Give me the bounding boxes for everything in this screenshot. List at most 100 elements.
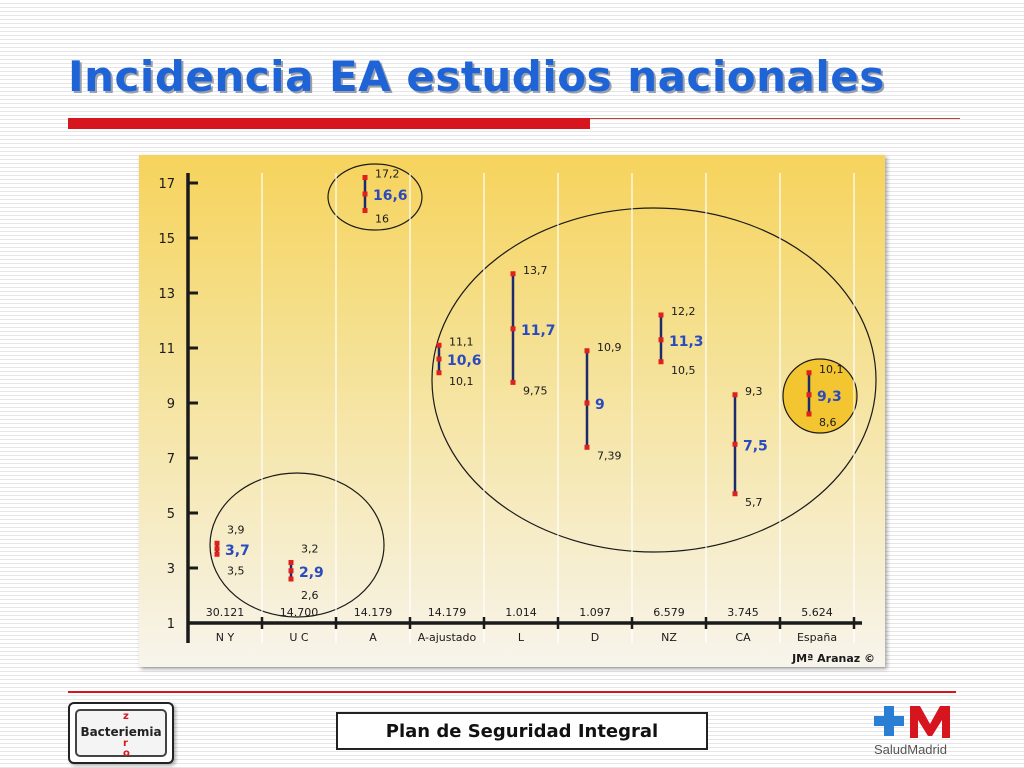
category-label: A-ajustado	[418, 631, 477, 644]
mid-value-label: 7,5	[743, 438, 768, 454]
y-tick-label: 9	[167, 397, 175, 412]
high-point	[806, 370, 812, 376]
high-value-label: 13,7	[523, 264, 548, 277]
mid-value-label: 9,3	[817, 389, 842, 405]
low-value-label: 16	[375, 213, 389, 226]
chart-background	[139, 155, 885, 667]
y-tick-label: 1	[167, 617, 175, 632]
bacteriemia-zero-logo: z Bacteriemia r o	[68, 702, 174, 764]
mid-point	[806, 392, 812, 398]
high-point	[288, 560, 294, 565]
footer-rule	[68, 691, 956, 693]
mid-value-label: 11,7	[521, 323, 556, 339]
mid-point	[732, 441, 738, 447]
chart-credit: JMª Aranaz ©	[791, 652, 875, 665]
group-ellipse-espana	[782, 358, 858, 434]
y-tick-label: 3	[167, 562, 175, 577]
group-ellipse-low	[209, 472, 385, 618]
sample-size-label: 3.745	[727, 606, 759, 619]
high-point	[658, 312, 664, 318]
high-point	[436, 342, 442, 348]
low-value-label: 2,6	[301, 589, 319, 602]
group-ellipse-a	[327, 163, 423, 231]
mid-point	[214, 546, 220, 552]
data-marks: 3,9 3,5 3,7 3,2 2,6 2,9 17,2 16 16,6 11,1 10,1 10,6…	[214, 168, 844, 602]
sample-size-label: 14.179	[354, 606, 393, 619]
low-point	[510, 379, 516, 385]
high-point	[732, 392, 738, 398]
low-value-label: 3,5	[227, 564, 245, 577]
grid-lines	[261, 173, 855, 643]
y-tick-label: 11	[158, 342, 175, 357]
high-point	[362, 175, 368, 180]
y-tick-label: 13	[158, 287, 175, 302]
slide-title: Incidencia EA estudios nacionales	[68, 52, 885, 101]
mid-point	[288, 568, 294, 574]
logo-letters: r o	[123, 738, 130, 759]
low-value-label: 8,6	[819, 416, 837, 429]
mid-value-label: 16,6	[373, 188, 408, 204]
title-underline-rule	[590, 118, 960, 119]
salud-madrid-logo-icon	[874, 706, 950, 738]
low-point	[658, 359, 664, 365]
sample-size-label: 14.700	[280, 606, 319, 619]
sample-size-label: 30.121	[206, 606, 245, 619]
y-tick-label: 17	[158, 177, 175, 192]
mid-value-label: 2,9	[299, 565, 324, 581]
y-tick-label: 5	[167, 507, 175, 522]
group-ellipse-mid	[431, 207, 877, 553]
high-point	[214, 540, 220, 546]
low-value-label: 9,75	[523, 384, 548, 397]
sample-size-label: 1.014	[505, 606, 537, 619]
mid-value-label: 3,7	[225, 543, 250, 559]
category-label: N Y	[216, 631, 235, 644]
low-point	[362, 208, 368, 213]
mid-value-label: 9	[595, 397, 605, 413]
footer-plan-label: Plan de Seguridad Integral	[336, 712, 708, 750]
sample-size-label: 1.097	[579, 606, 611, 619]
group-ellipses	[209, 163, 877, 618]
low-point	[806, 411, 812, 417]
low-point	[584, 444, 590, 450]
title-underline-bar	[68, 118, 590, 129]
low-point	[288, 576, 294, 582]
low-point	[732, 491, 738, 497]
high-point	[510, 271, 516, 277]
logo-letter: z	[123, 711, 129, 722]
logo-word: Bacteriemia	[80, 725, 162, 739]
y-tick-label: 15	[158, 232, 175, 247]
low-value-label: 10,5	[671, 364, 696, 377]
high-point	[584, 348, 590, 354]
salud-madrid-text: SaludMadrid	[874, 742, 947, 757]
category-label: España	[797, 631, 837, 644]
category-label: D	[591, 631, 599, 644]
category-label: A	[369, 631, 377, 644]
low-point	[436, 370, 442, 376]
category-label: CA	[735, 631, 751, 644]
high-value-label: 3,9	[227, 523, 245, 536]
high-value-label: 11,1	[449, 335, 474, 348]
high-value-label: 9,3	[745, 385, 763, 398]
mid-value-label: 11,3	[669, 334, 704, 350]
low-value-label: 10,1	[449, 375, 474, 388]
chart-panel: 1 3 5 7 9 11 13 15 17 N Y 30.121 U C 14.700 A 14.179 A-…	[139, 155, 885, 667]
low-point	[214, 551, 220, 557]
category-label: NZ	[661, 631, 677, 644]
high-value-label: 17,2	[375, 168, 400, 181]
high-value-label: 3,2	[301, 543, 319, 556]
low-value-label: 5,7	[745, 496, 763, 509]
high-value-label: 10,1	[819, 363, 844, 376]
high-value-label: 12,2	[671, 305, 696, 318]
high-value-label: 10,9	[597, 341, 622, 354]
sample-size-label: 6.579	[653, 606, 685, 619]
mid-value-label: 10,6	[447, 353, 482, 369]
sample-size-label: 14.179	[428, 606, 467, 619]
mid-point	[510, 326, 516, 332]
category-label: U C	[289, 631, 309, 644]
mid-point	[658, 337, 664, 343]
mid-point	[584, 400, 590, 406]
y-tick-label: 7	[167, 452, 175, 467]
category-label: L	[518, 631, 525, 644]
low-value-label: 7,39	[597, 449, 622, 462]
